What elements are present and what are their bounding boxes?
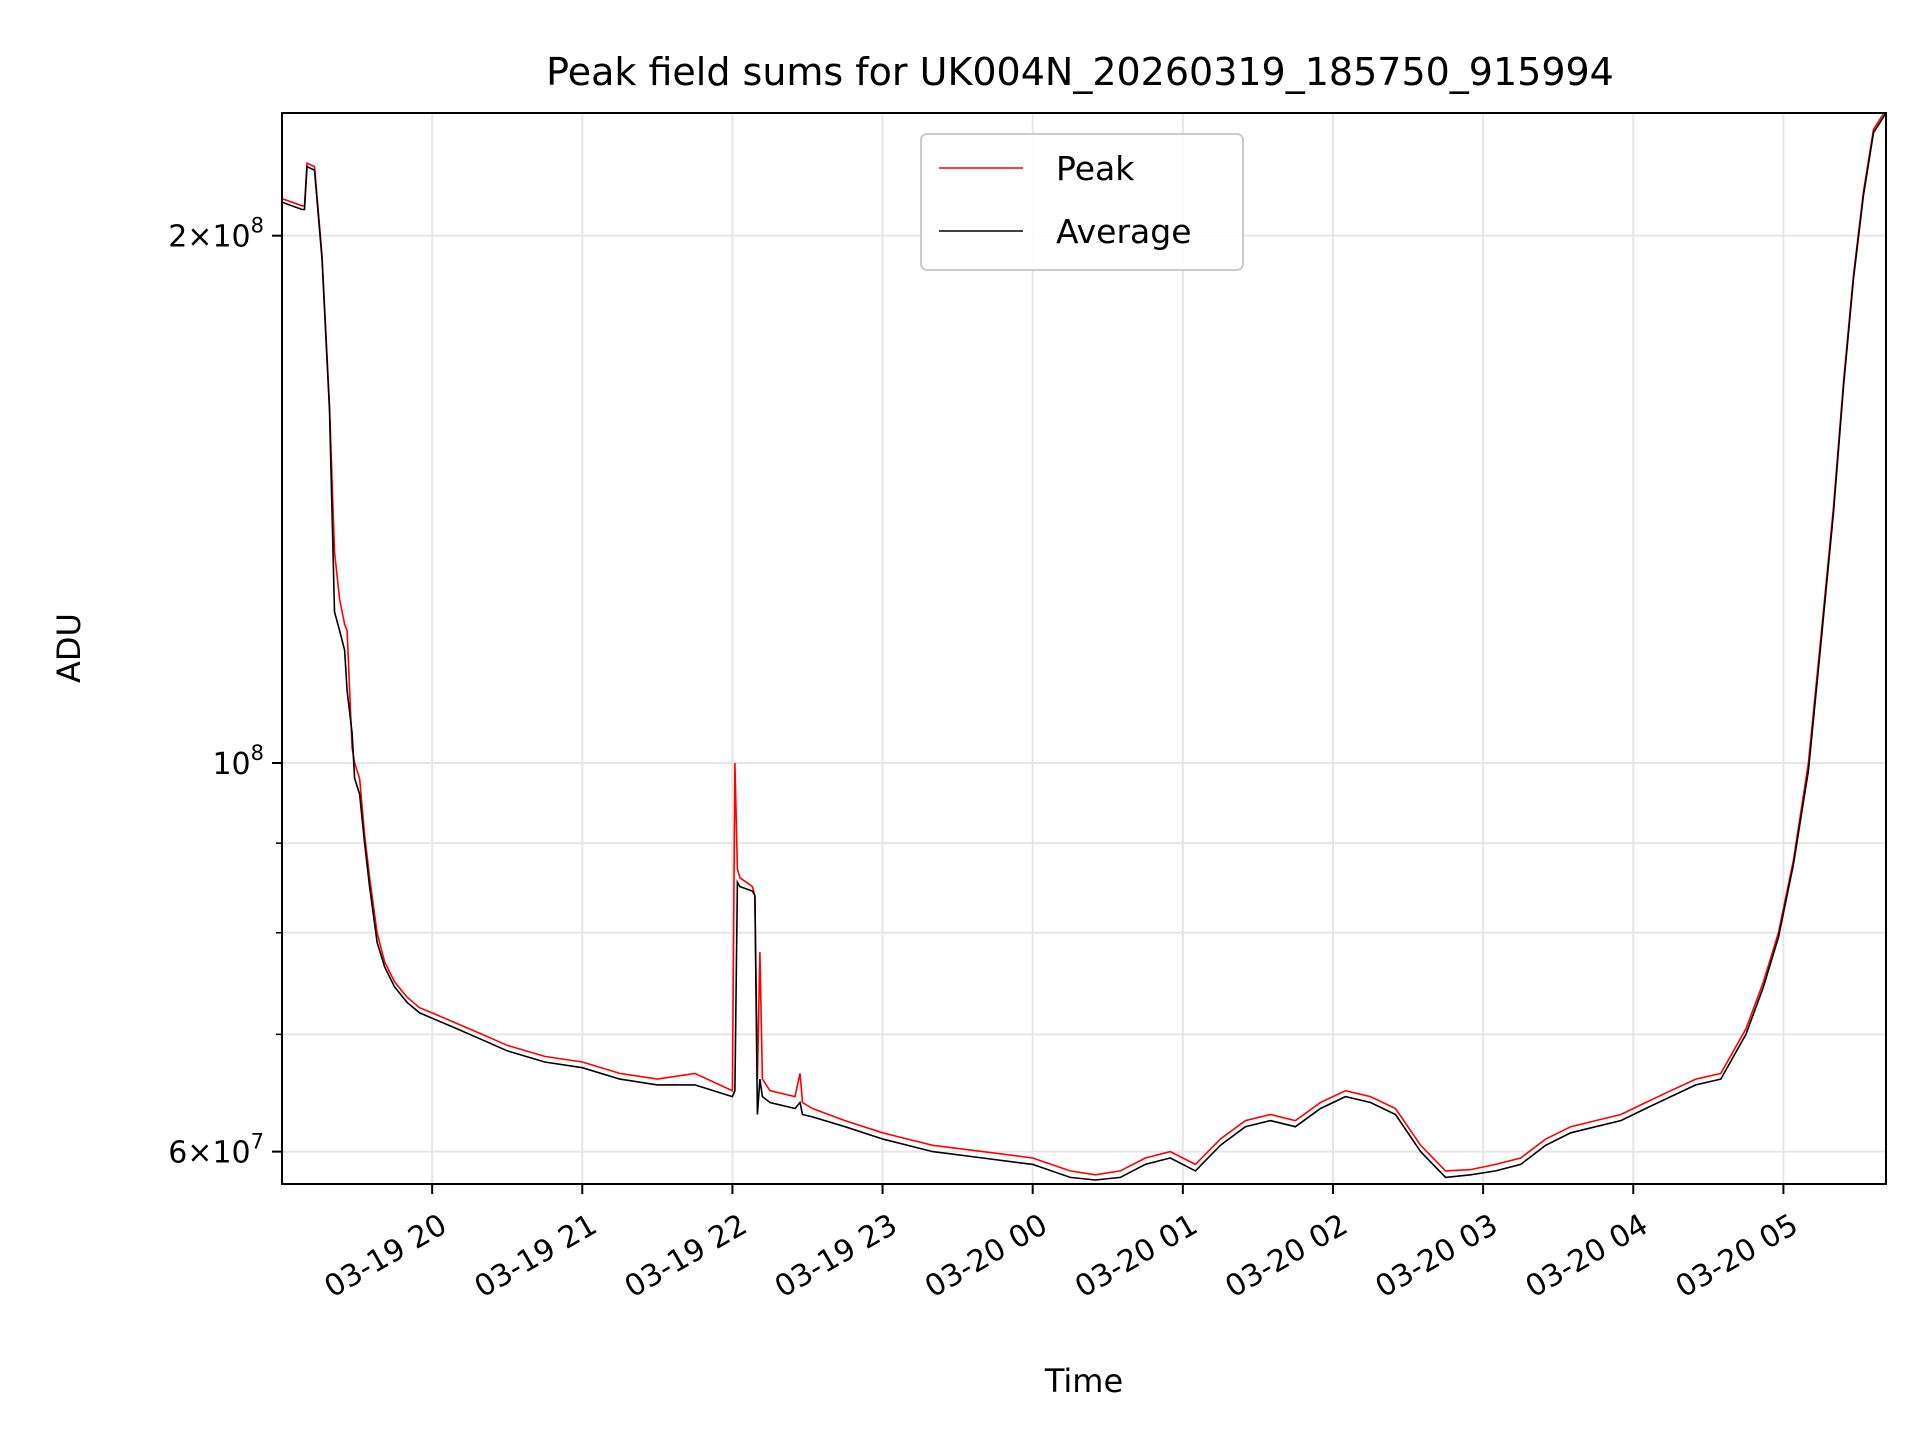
grid-lines bbox=[282, 113, 1886, 1184]
series-line-peak bbox=[282, 113, 1885, 1176]
y-tick-label: 6×107 bbox=[168, 1130, 264, 1171]
x-axis-label: Time bbox=[1044, 1362, 1123, 1400]
series-lines bbox=[282, 113, 1886, 1181]
series-line-average bbox=[282, 113, 1886, 1181]
y-axis: 6×107 108 2×108 bbox=[168, 214, 282, 1171]
plot-frame bbox=[281, 112, 1887, 1185]
y-tick-label: 2×108 bbox=[168, 214, 264, 255]
chart-title: Peak field sums for UK004N_20260319_1857… bbox=[546, 50, 1614, 94]
legend: Peak Average bbox=[920, 133, 1244, 271]
y-tick-label: 108 bbox=[212, 741, 264, 782]
legend-label-average: Average bbox=[1056, 212, 1192, 251]
legend-label-peak: Peak bbox=[1056, 149, 1135, 188]
y-axis-label: ADU bbox=[50, 613, 88, 683]
